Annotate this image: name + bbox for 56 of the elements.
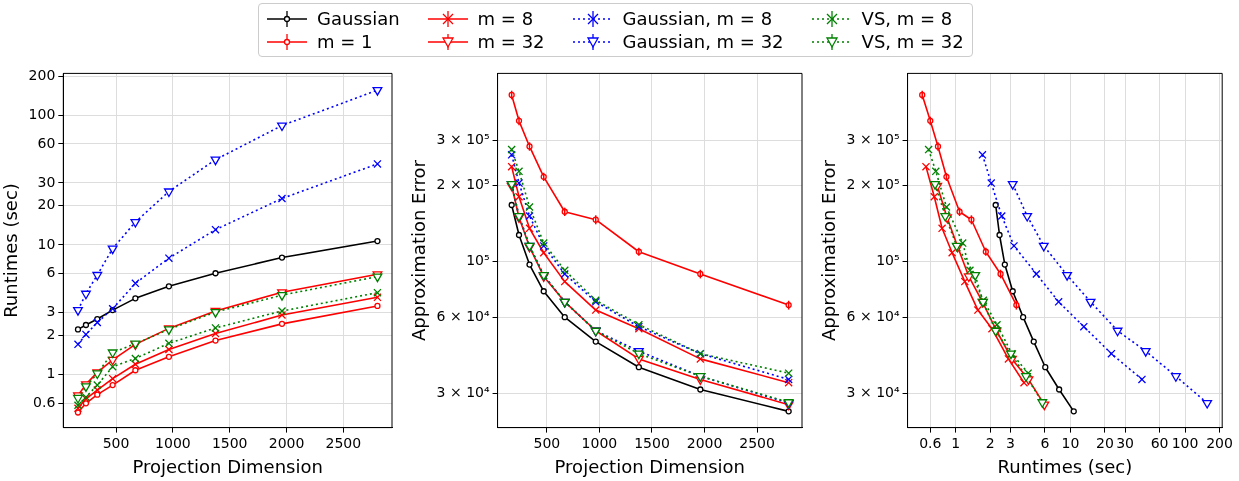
- x-tick-label: 30: [1116, 434, 1134, 451]
- x-tick-label: 200: [1206, 434, 1233, 451]
- legend-label: Gaussian: [317, 8, 400, 29]
- y-tick-label: 30: [37, 173, 56, 190]
- y-tick-label: 60: [37, 134, 56, 151]
- y-tick-label: 0.6: [33, 393, 56, 410]
- legend-label: Gaussian, m = 8: [622, 8, 773, 29]
- y-axis-title: Approximation Error: [818, 159, 840, 341]
- x-tick-label: 1000: [155, 434, 191, 451]
- x-tick-label: 2: [985, 434, 995, 451]
- x-tick-label: 10: [1061, 434, 1080, 451]
- legend-label: VS, m = 8: [861, 8, 953, 29]
- y-tick-label: 3 × 10⁴: [436, 383, 490, 400]
- x-tick-label: 1500: [634, 434, 670, 451]
- y-tick-label: 6 × 10⁴: [846, 307, 900, 324]
- x-tick-label: 6: [1040, 434, 1050, 451]
- x-tick-label: 3: [1005, 434, 1015, 451]
- legend-label: m = 1: [317, 31, 373, 52]
- legend-label: m = 32: [477, 31, 545, 52]
- x-tick-label: 500: [533, 434, 561, 451]
- x-tick-label: 0.6: [919, 434, 942, 451]
- y-tick-label: 10⁵: [466, 251, 490, 268]
- x-axis-title: Runtimes (sec): [997, 455, 1133, 477]
- x-tick-label: 60: [1150, 434, 1169, 451]
- x-tick-label: 2000: [686, 434, 723, 451]
- x-tick-label: 2500: [739, 434, 775, 451]
- y-tick-label: 6 × 10⁴: [436, 307, 490, 324]
- y-tick-label: 2: [46, 326, 56, 343]
- y-tick-label: 2 × 10⁵: [846, 175, 900, 192]
- x-axis-title: Projection Dimension: [132, 455, 323, 477]
- y-tick-label: 100: [28, 105, 56, 122]
- y-tick-label: 6: [46, 264, 56, 281]
- x-tick-label: 1000: [581, 434, 618, 451]
- y-tick-label: 3 × 10⁵: [846, 131, 900, 148]
- x-tick-label: 100: [1171, 434, 1199, 451]
- y-axis-title: Runtimes (sec): [0, 183, 22, 318]
- x-axis-title: Projection Dimension: [554, 455, 745, 477]
- y-tick-label: 20: [37, 196, 56, 213]
- y-tick-label: 3: [46, 303, 56, 320]
- y-tick-label: 3 × 10⁴: [846, 383, 900, 400]
- x-tick-label: 1: [951, 434, 961, 451]
- x-tick-label: 1500: [211, 434, 248, 451]
- x-tick-label: 20: [1095, 434, 1114, 451]
- y-axis-title: Approximation Error: [408, 159, 430, 341]
- legend-label: VS, m = 32: [861, 31, 964, 52]
- y-tick-label: 10: [37, 235, 56, 252]
- x-tick-label: 2500: [325, 434, 362, 451]
- x-tick-label: 2000: [268, 434, 305, 451]
- y-tick-label: 3 × 10⁵: [436, 131, 490, 148]
- legend-label: m = 8: [477, 8, 534, 29]
- legend-label: Gaussian, m = 32: [622, 31, 784, 52]
- x-tick-label: 500: [102, 434, 130, 451]
- y-tick-label: 1: [46, 365, 56, 382]
- y-tick-label: 2 × 10⁵: [436, 175, 490, 192]
- y-tick-label: 200: [28, 66, 56, 83]
- y-tick-label: 10⁵: [876, 251, 900, 268]
